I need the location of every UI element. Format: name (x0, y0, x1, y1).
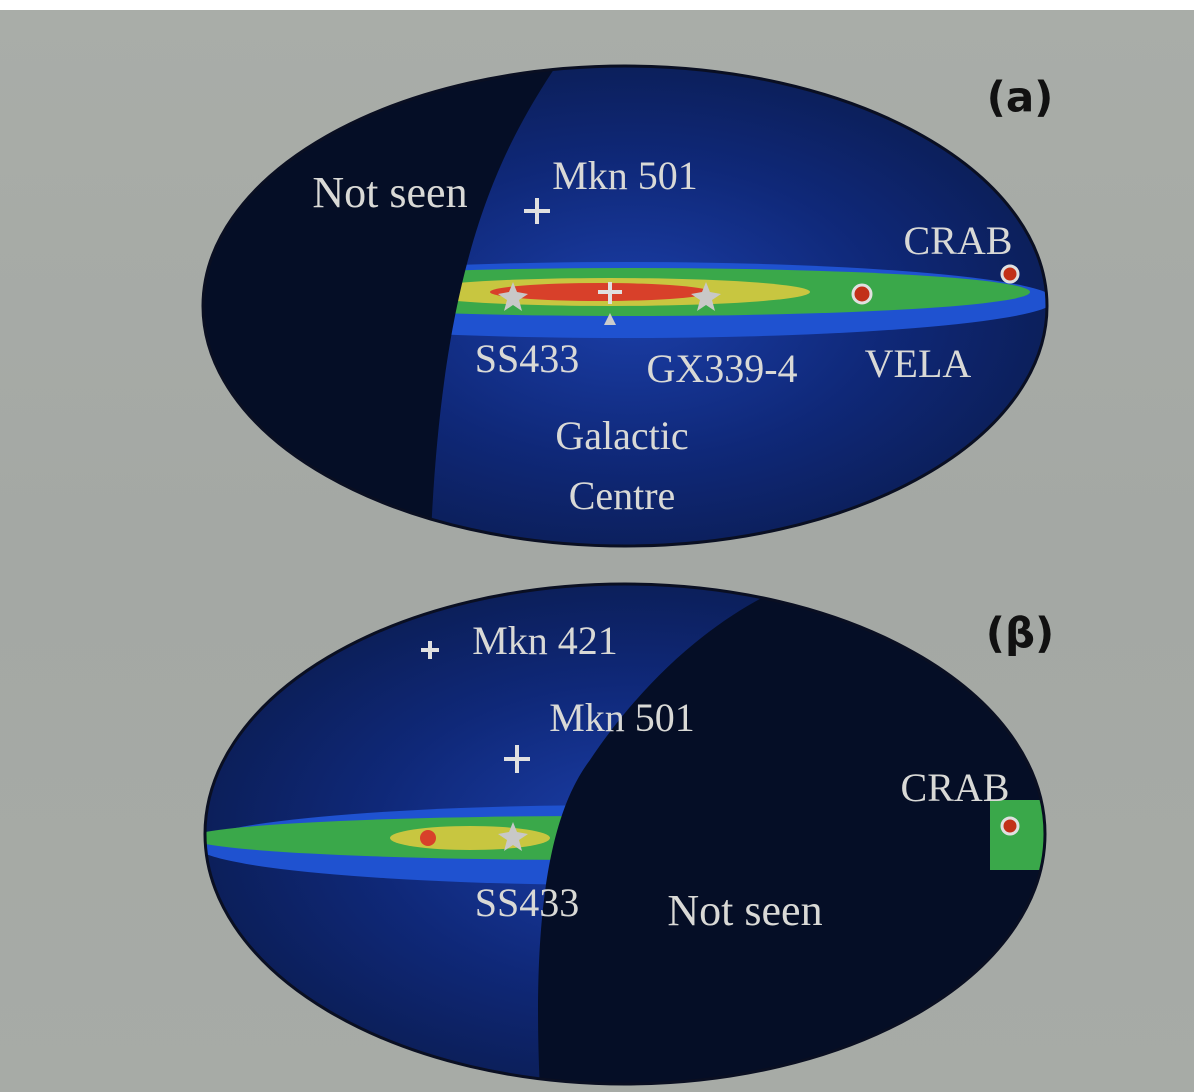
map-annotation: SS433 (475, 880, 580, 925)
map-annotation: VELA (865, 341, 972, 386)
map-annotation: Centre (569, 473, 676, 518)
panel-label: (a) (987, 73, 1054, 122)
map-annotation: Mkn 501 (549, 695, 695, 740)
figure: (a) Not seen Mkn 501 CRAB SS433 GX339-4 VELA Ga… (0, 0, 1194, 1092)
map-annotation: CRAB (901, 765, 1010, 810)
source-marker (853, 285, 871, 303)
page: (a) Not seen Mkn 501 CRAB SS433 GX339-4 VELA Ga… (0, 0, 1194, 1092)
map-annotation: Mkn 501 (552, 153, 698, 198)
panel-label: (β) (986, 609, 1054, 658)
map-annotation: Not seen (667, 886, 822, 935)
source-marker (1002, 818, 1018, 834)
source-marker (1002, 266, 1018, 282)
map-annotation: Galactic (555, 413, 688, 458)
map-annotation: SS433 (475, 336, 580, 381)
map-annotation: Mkn 421 (472, 618, 618, 663)
map-annotation: GX339-4 (646, 346, 797, 391)
map-annotation: Not seen (312, 168, 467, 217)
map-annotation: CRAB (904, 218, 1013, 263)
